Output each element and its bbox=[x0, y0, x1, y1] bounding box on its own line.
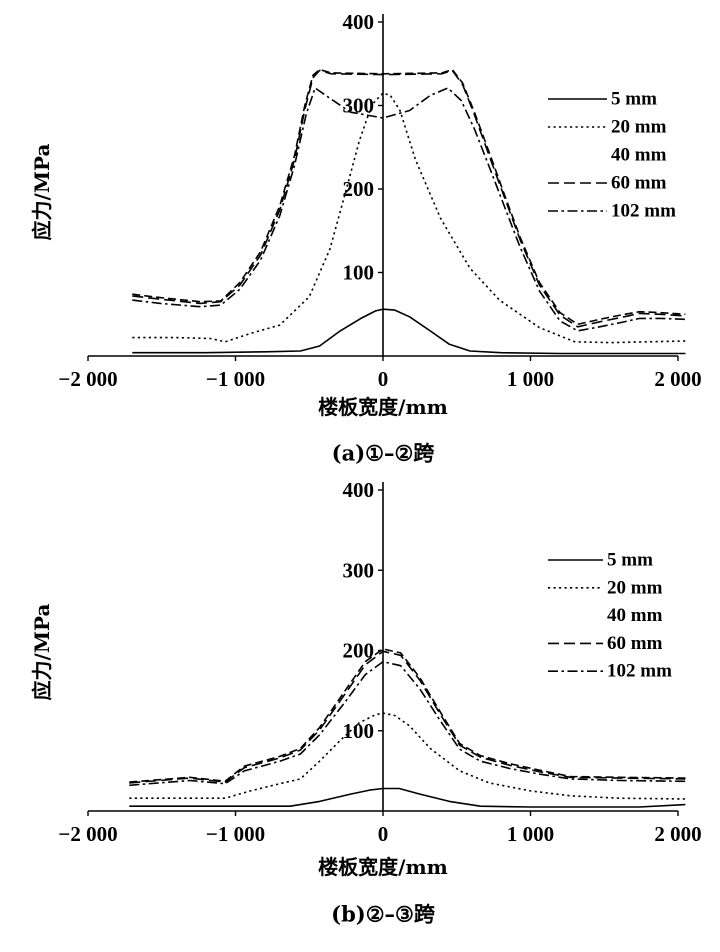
legend-label: 40 mm bbox=[607, 605, 663, 626]
y-tick-label: 300 bbox=[343, 94, 375, 118]
series-line-20-mm bbox=[129, 712, 686, 800]
y-tick-label: 400 bbox=[343, 478, 375, 502]
x-tick-label: 2 000 bbox=[654, 367, 701, 391]
x-tick-label: 0 bbox=[378, 367, 389, 391]
x-tick-label: 2 000 bbox=[654, 822, 701, 846]
legend-label: 5 mm bbox=[611, 89, 657, 110]
legend-label: 60 mm bbox=[611, 173, 667, 194]
x-tick-label: −1 000 bbox=[206, 367, 265, 391]
legend-label: 20 mm bbox=[611, 117, 667, 138]
legend-item-20-mm: 20 mm bbox=[548, 577, 663, 598]
y-tick-label: 200 bbox=[343, 639, 375, 663]
legend-label: 5 mm bbox=[607, 550, 653, 571]
series-line-5-mm bbox=[129, 787, 686, 808]
legend-label: 60 mm bbox=[607, 633, 663, 654]
series-line-40-mm bbox=[129, 648, 686, 783]
legend-item-102-mm: 102 mm bbox=[548, 201, 676, 222]
legend: 5 mm 20 mm 40 mm 60 mm 102 mm bbox=[548, 89, 676, 222]
chart-panel-a: −2 000 −1 000 0 1 000 2 000 100 200 300 400 楼板宽度/… bbox=[30, 10, 702, 466]
y-tick-label: 200 bbox=[343, 177, 375, 201]
legend-label: 20 mm bbox=[607, 577, 663, 598]
series-line-60-mm bbox=[129, 650, 686, 784]
x-tick-label: −2 000 bbox=[58, 367, 117, 391]
x-tick-label: −1 000 bbox=[206, 822, 265, 846]
y-tick-label: 100 bbox=[343, 261, 375, 285]
series-line-40-mm bbox=[132, 68, 686, 326]
x-tick-label: 1 000 bbox=[507, 822, 554, 846]
y-tick-label: 300 bbox=[343, 558, 375, 582]
legend-label: 40 mm bbox=[611, 145, 667, 166]
legend-item-60-mm: 60 mm bbox=[548, 633, 663, 654]
series-line-20-mm bbox=[132, 92, 686, 344]
legend-label: 102 mm bbox=[607, 661, 672, 682]
legend-item-20-mm: 20 mm bbox=[548, 117, 667, 138]
y-axis-title: 应力/MPa bbox=[30, 144, 54, 241]
legend-item-5-mm: 5 mm bbox=[548, 550, 653, 571]
x-axis-title: 楼板宽度/mm bbox=[318, 855, 448, 879]
series-line-5-mm bbox=[132, 308, 686, 355]
series-line-60-mm bbox=[132, 69, 686, 328]
legend-item-60-mm: 60 mm bbox=[548, 173, 667, 194]
series-line-102-mm bbox=[132, 87, 686, 332]
legend-item-40-mm: 40 mm bbox=[607, 605, 663, 626]
x-tick-label: 0 bbox=[378, 822, 389, 846]
legend: 5 mm 20 mm 40 mm 60 mm 102 mm bbox=[548, 550, 672, 682]
figure-caption: (a)①–②跨 bbox=[332, 441, 436, 466]
legend-item-40-mm: 40 mm bbox=[611, 145, 667, 166]
legend-item-102-mm: 102 mm bbox=[548, 661, 672, 682]
legend-item-5-mm: 5 mm bbox=[548, 89, 657, 110]
x-axis-title: 楼板宽度/mm bbox=[318, 395, 448, 419]
x-tick-label: −2 000 bbox=[58, 822, 117, 846]
x-tick-label: 1 000 bbox=[507, 367, 554, 391]
figure-caption: (b)②–③跨 bbox=[331, 902, 436, 927]
y-tick-label: 100 bbox=[343, 719, 375, 743]
chart-panel-b: −2 000 −1 000 0 1 000 2 000 100 200 300 400 楼板宽度/… bbox=[30, 478, 702, 927]
series-line-102-mm bbox=[129, 660, 686, 787]
y-tick-label: 400 bbox=[343, 10, 375, 34]
y-axis-title: 应力/MPa bbox=[30, 604, 54, 701]
legend-label: 102 mm bbox=[611, 201, 676, 222]
